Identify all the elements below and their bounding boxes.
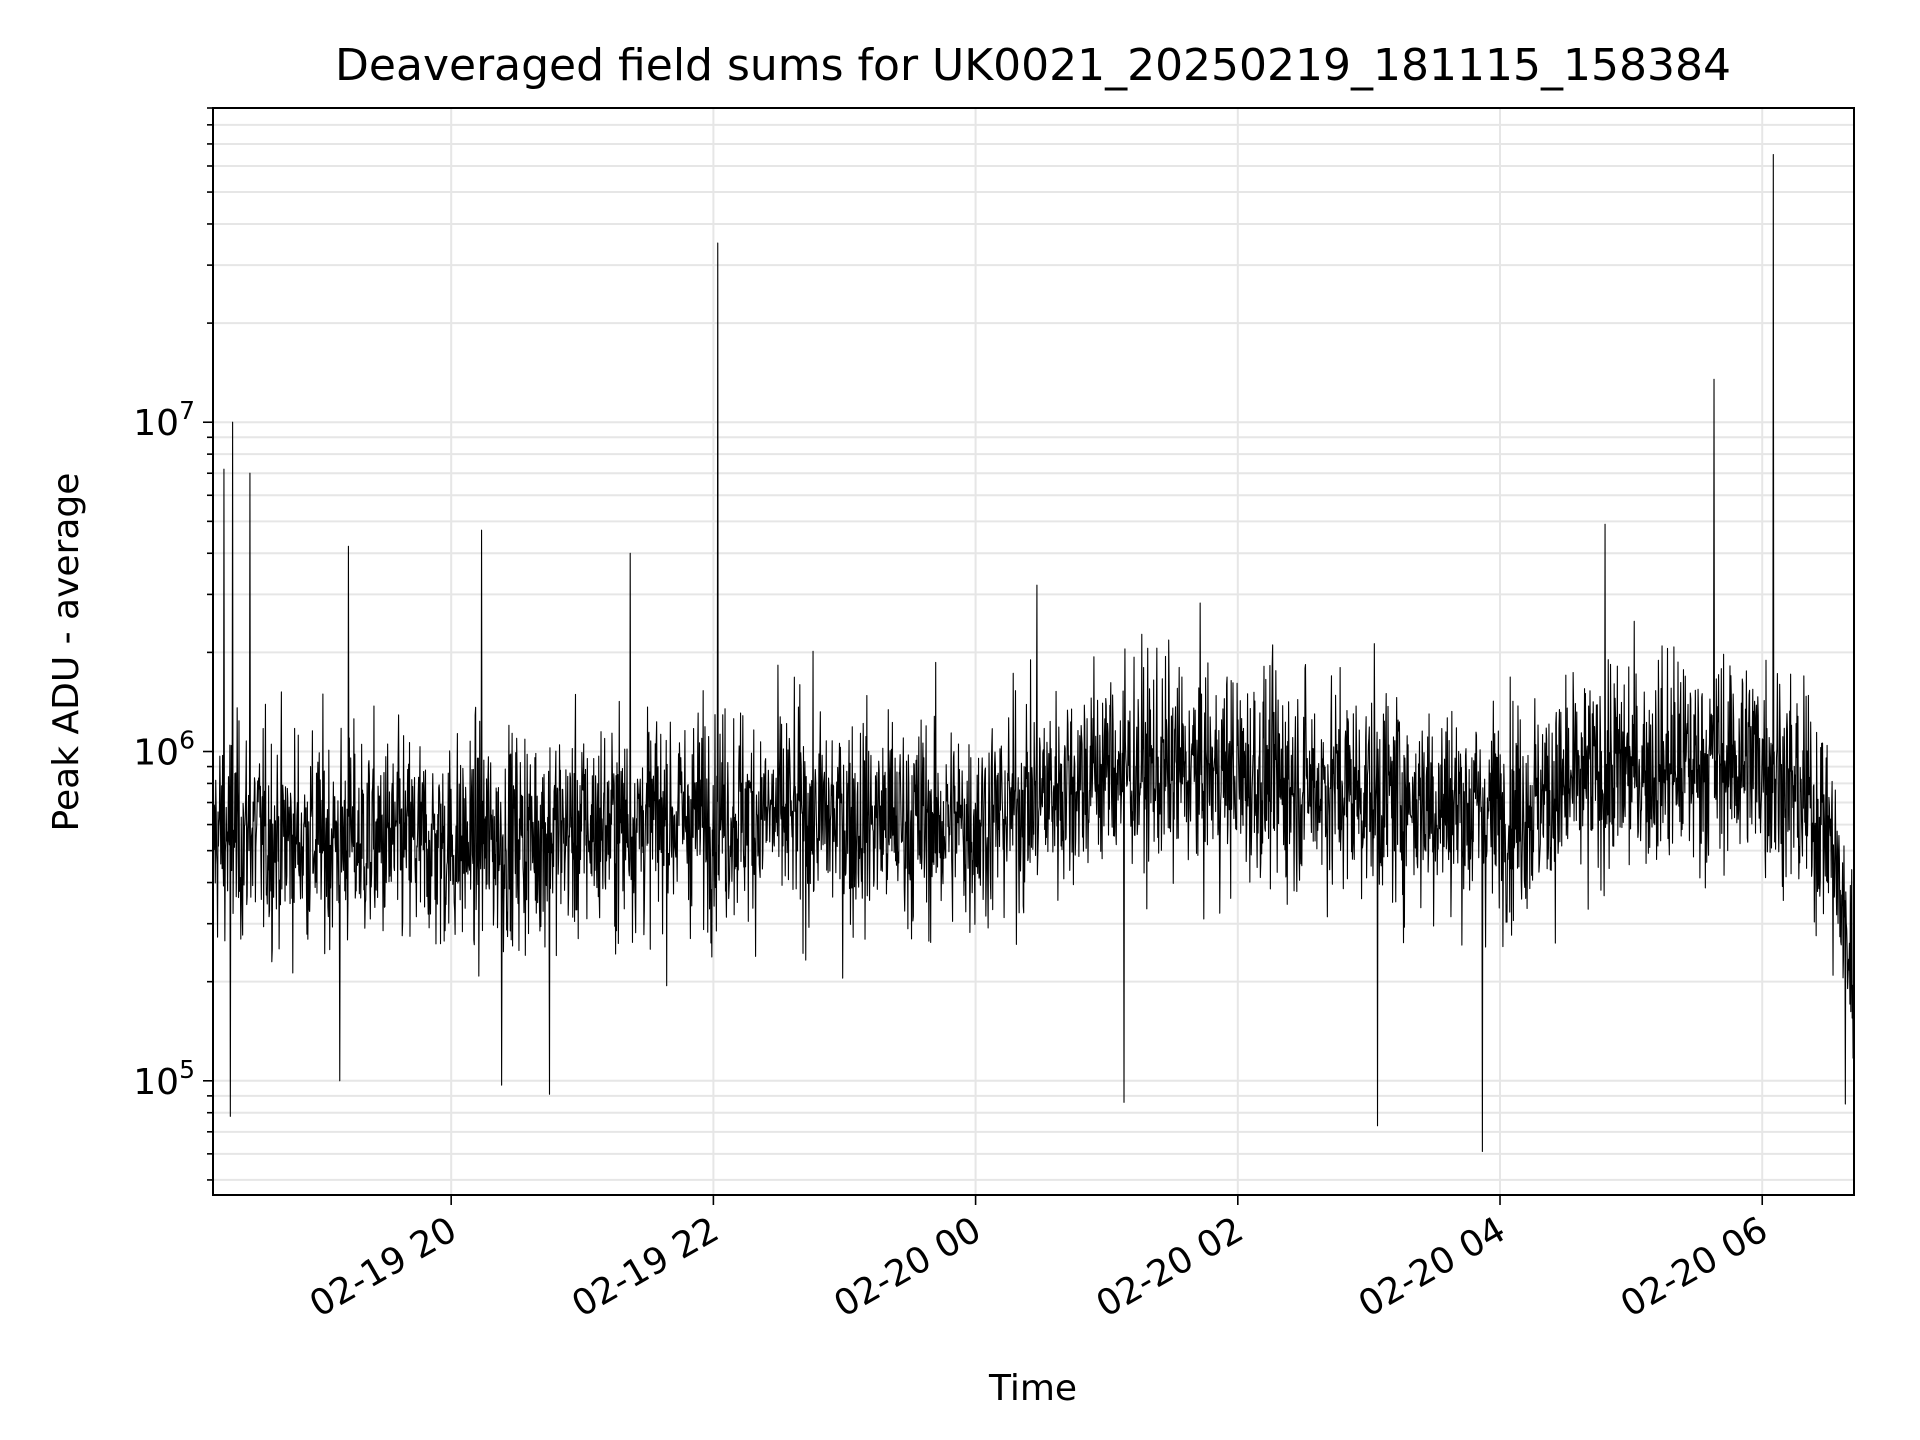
y-tick-base: 10 [133,403,179,444]
y-tick-exponent: 5 [179,1055,195,1084]
x-axis-label: Time [988,1368,1077,1409]
y-tick-base: 10 [133,733,179,774]
plot-area [213,153,1854,1153]
y-tick-label: 106 [133,726,195,774]
series-line [213,153,1854,1153]
chart-title: Deaveraged field sums for UK0021_2025021… [335,40,1731,91]
y-tick-exponent: 7 [179,396,195,425]
y-tick-base: 10 [133,1062,179,1103]
y-tick-exponent: 6 [179,726,195,755]
y-tick-label: 105 [133,1055,195,1103]
axes-frame [212,107,1855,1196]
y-tick-label: 107 [133,396,195,444]
y-axis-label: Peak ADU - average [46,473,87,832]
